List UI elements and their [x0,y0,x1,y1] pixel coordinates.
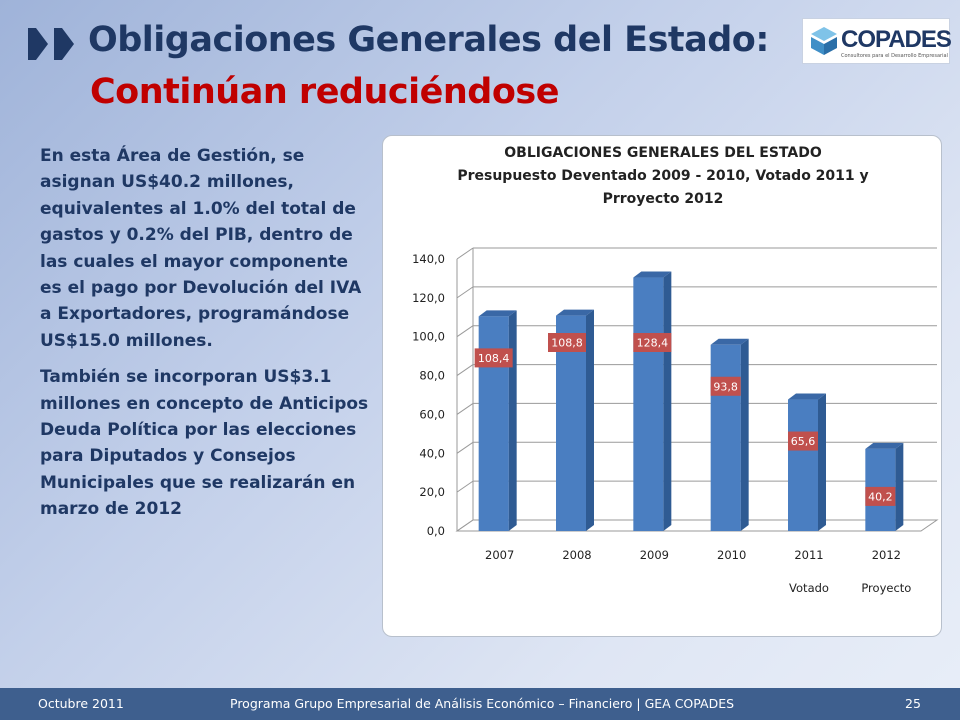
bar-side [740,338,749,531]
footer-date: Octubre 2011 [38,696,124,711]
logo-text: COPADES [841,26,952,53]
bar-top [633,271,672,278]
data-label: 65,6 [791,435,816,448]
bar-side [895,442,904,531]
x-sublabel: Votado [789,581,829,595]
body-text: En esta Área de Gestión, se asignan US$4… [40,143,375,533]
bar-side [586,309,594,531]
x-tick-label: 2012 [872,548,901,562]
bar-top [788,393,826,400]
gridline-depth [456,325,474,338]
y-tick-label: 80,0 [419,369,445,383]
x-sublabel: Proyecto [861,581,911,595]
x-tick-label: 2009 [640,548,669,562]
bar-top [865,442,904,449]
data-label-box [548,333,586,352]
gridline-depth [456,441,474,454]
y-tick-label: 100,0 [412,330,445,344]
data-label: 108,4 [478,352,510,365]
bar-chart: OBLIGACIONES GENERALES DEL ESTADO Presupu… [412,145,939,595]
y-tick-label: 0,0 [427,524,445,538]
data-label: 40,2 [868,490,893,503]
y-tick-label: 60,0 [419,407,445,421]
x-tick-label: 2007 [485,548,514,562]
copades-logo: COPADES Consultores para el Desarrollo E… [802,18,952,64]
footer-bar: Octubre 2011 Programa Grupo Empresarial … [0,688,960,720]
logo-cube-icon [811,27,837,55]
bar-top [478,310,517,317]
bar-top [556,309,594,316]
data-label-box [710,376,741,396]
paragraph-1: En esta Área de Gestión, se asignan US$4… [40,146,362,351]
logo-subtext: Consultores para el Desarrollo Empresari… [841,53,948,59]
bar-side [508,310,517,531]
chart-title-line: Presupuesto Deventado 2009 - 2010, Votad… [457,168,868,184]
chart-title-line: OBLIGACIONES GENERALES DEL ESTADO [504,145,822,161]
chart-depth-edge [456,519,474,532]
footer-page-number: 25 [905,696,921,711]
bar [710,344,741,531]
data-label: 108,8 [551,337,583,350]
bar-side [818,393,826,531]
y-tick-label: 20,0 [419,485,445,499]
chart-axis-front [456,259,921,532]
x-tick-label: 2010 [717,548,746,562]
chart-floor [455,519,939,532]
gridline-depth [456,480,474,493]
bar-side [663,271,672,531]
data-label-box [788,431,818,451]
data-label: 93,8 [713,380,738,393]
x-tick-label: 2008 [562,548,591,562]
data-label: 128,4 [637,337,669,350]
bar-top [710,338,749,345]
data-label-box [865,486,896,506]
data-label-box [633,333,672,352]
double-chevron-icon [28,28,74,60]
bar [633,277,664,531]
chart-panel: OBLIGACIONES GENERALES DEL ESTADO Presupu… [382,135,942,637]
y-tick-label: 140,0 [412,252,445,266]
paragraph-2: También se incorporan US$3.1 millones en… [40,367,369,520]
gridline-depth [456,364,474,376]
slide-subtitle: Continúan reduciéndose [90,72,559,112]
data-label-box [474,348,513,368]
chart-title-line: Prroyecto 2012 [603,191,724,207]
y-tick-label: 40,0 [419,446,445,460]
gridline-depth [456,286,474,299]
gridline-depth [456,247,474,260]
gridline-depth [456,403,474,415]
y-tick-label: 120,0 [412,291,445,305]
slide-title: Obligaciones Generales del Estado: [88,20,769,60]
x-tick-label: 2011 [794,548,823,562]
footer-program: Programa Grupo Empresarial de Análisis E… [230,696,735,711]
bar [788,399,818,531]
